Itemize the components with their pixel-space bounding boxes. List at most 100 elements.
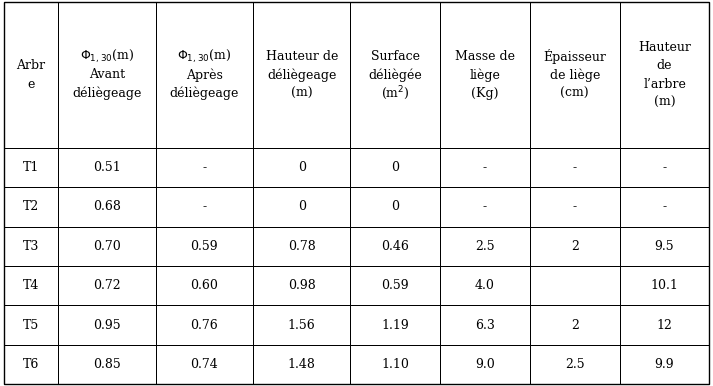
Bar [253,345,350,384]
Text: $\Phi_{1,30}$(m): $\Phi_{1,30}$(m) [80,48,134,65]
Text: 9.0: 9.0 [475,358,495,371]
Bar [253,2,350,148]
Text: Surface: Surface [371,50,420,63]
Bar [4,345,58,384]
Text: 0.68: 0.68 [93,200,121,213]
Text: 0.95: 0.95 [93,318,120,332]
Bar [4,227,58,266]
Text: 0.74: 0.74 [190,358,218,371]
Bar [440,305,530,345]
Text: T5: T5 [23,318,39,332]
Bar [620,266,709,305]
Text: 10.1: 10.1 [651,279,679,292]
Bar [155,148,253,187]
Text: 1.56: 1.56 [288,318,316,332]
Text: -: - [202,161,207,174]
Text: -: - [573,200,577,213]
Text: Épaisseur: Épaisseur [543,49,606,64]
Bar [253,266,350,305]
Bar [350,266,440,305]
Bar [440,148,530,187]
Text: l’arbre: l’arbre [643,78,686,91]
Bar [58,266,155,305]
Bar [620,148,709,187]
Bar [530,148,620,187]
Text: liège: liège [470,68,501,82]
Text: 12: 12 [657,318,672,332]
Bar [620,2,709,148]
Bar [350,227,440,266]
Bar [350,345,440,384]
Text: 9.9: 9.9 [655,358,674,371]
Text: -: - [483,161,487,174]
Text: 6.3: 6.3 [475,318,495,332]
Bar [620,345,709,384]
Text: de liège: de liège [550,68,600,82]
Text: T2: T2 [23,200,39,213]
Bar [440,345,530,384]
Bar [155,345,253,384]
Text: T3: T3 [23,240,39,253]
Bar [440,227,530,266]
Bar [253,148,350,187]
Text: -: - [573,161,577,174]
Text: déliègée: déliègée [369,68,422,82]
Bar [155,2,253,148]
Text: Arbr: Arbr [16,59,46,72]
Text: -: - [202,200,207,213]
Bar [440,266,530,305]
Text: (m$^2$): (m$^2$) [381,85,410,102]
Bar [350,2,440,148]
Bar [530,187,620,227]
Text: de: de [657,59,672,72]
Bar [155,305,253,345]
Text: Hauteur: Hauteur [638,41,691,54]
Bar [350,187,440,227]
Text: 0.98: 0.98 [288,279,316,292]
Text: -: - [662,200,667,213]
Bar [530,227,620,266]
Bar [4,305,58,345]
Bar [530,266,620,305]
Text: 2: 2 [571,240,579,253]
Bar [58,2,155,148]
Bar [4,148,58,187]
Text: 0: 0 [391,200,399,213]
Bar [58,227,155,266]
Bar [620,187,709,227]
Text: 0: 0 [298,161,306,174]
Text: (cm): (cm) [560,87,589,100]
Bar [4,187,58,227]
Bar [350,148,440,187]
Bar [440,187,530,227]
Text: 0.76: 0.76 [190,318,218,332]
Bar [253,187,350,227]
Text: 2.5: 2.5 [565,358,585,371]
Bar [350,305,440,345]
Text: 2.5: 2.5 [476,240,495,253]
Text: 0.60: 0.60 [190,279,218,292]
Text: déliègeage: déliègeage [72,86,142,100]
Bar [58,305,155,345]
Text: 4.0: 4.0 [475,279,495,292]
Text: -: - [662,161,667,174]
Text: 1.19: 1.19 [381,318,409,332]
Text: 0.46: 0.46 [381,240,409,253]
Text: (m): (m) [654,96,675,109]
Text: 0.59: 0.59 [190,240,218,253]
Bar [58,187,155,227]
Bar [253,227,350,266]
Text: T6: T6 [23,358,39,371]
Bar [530,305,620,345]
Bar [155,227,253,266]
Bar [253,305,350,345]
Text: déliègeage: déliègeage [170,86,239,100]
Bar [4,2,58,148]
Bar [620,305,709,345]
Text: 1.10: 1.10 [381,358,409,371]
Bar [620,227,709,266]
Bar [58,345,155,384]
Text: Après: Après [186,68,222,82]
Text: 0.51: 0.51 [93,161,121,174]
Text: $\Phi_{1,30}$(m): $\Phi_{1,30}$(m) [178,48,232,65]
